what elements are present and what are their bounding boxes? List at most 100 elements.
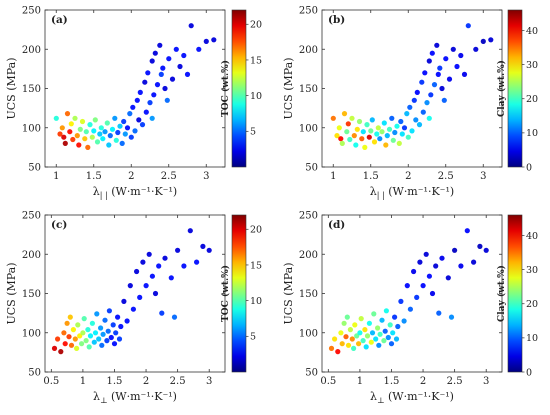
colorbar-tick-label: 10 bbox=[526, 128, 538, 139]
data-point bbox=[433, 263, 439, 269]
data-point bbox=[344, 129, 350, 135]
data-point bbox=[341, 111, 348, 117]
plot-area bbox=[322, 10, 502, 167]
colorbar-label: TOC (wt.%) bbox=[220, 60, 231, 117]
data-point bbox=[96, 336, 102, 342]
data-point bbox=[338, 136, 344, 142]
colorbar-tick-label: 0 bbox=[526, 367, 532, 378]
data-point bbox=[154, 82, 161, 88]
data-point bbox=[188, 23, 194, 29]
y-tick-label: 250 bbox=[22, 6, 41, 17]
colorbar-tick-label: 10 bbox=[250, 91, 262, 102]
data-point bbox=[160, 65, 166, 71]
colorbar-label: TOC (wt.%) bbox=[220, 265, 231, 322]
data-point bbox=[401, 318, 407, 324]
scatter-points bbox=[51, 228, 212, 355]
data-point bbox=[377, 331, 383, 337]
data-point bbox=[181, 263, 187, 269]
data-point bbox=[142, 79, 148, 85]
data-point bbox=[164, 97, 170, 103]
data-point bbox=[194, 259, 200, 265]
data-point bbox=[162, 85, 168, 92]
colorbar bbox=[231, 214, 247, 373]
x-tick-label: 1.5 bbox=[363, 171, 379, 182]
y-axis-label: UCS (MPa) bbox=[5, 57, 18, 119]
x-axis-label-subscript: | | bbox=[100, 191, 108, 200]
x-tick-label: 2.5 bbox=[438, 171, 454, 182]
data-point bbox=[347, 327, 353, 333]
data-point bbox=[111, 341, 118, 347]
data-point bbox=[100, 136, 106, 142]
x-axis-label-symbol: λ bbox=[93, 390, 100, 403]
y-axis-label: UCS (MPa) bbox=[282, 262, 295, 324]
data-point bbox=[429, 50, 435, 56]
data-point bbox=[94, 139, 101, 145]
data-point bbox=[411, 268, 417, 275]
data-point bbox=[139, 122, 146, 128]
data-point bbox=[57, 131, 63, 137]
data-point bbox=[414, 294, 420, 300]
data-point bbox=[122, 131, 128, 137]
data-point bbox=[401, 125, 408, 131]
data-point bbox=[106, 142, 112, 148]
x-tick-label: 1 bbox=[330, 171, 336, 182]
y-tick-label: 100 bbox=[22, 123, 41, 134]
data-point bbox=[352, 322, 358, 328]
data-point bbox=[115, 129, 121, 136]
data-point bbox=[356, 118, 363, 125]
x-tick-label: 1.5 bbox=[384, 376, 400, 387]
x-axis-label: λ| | (W·m⁻¹·K⁻¹) bbox=[370, 185, 454, 200]
data-point bbox=[377, 136, 383, 142]
data-point bbox=[411, 97, 417, 103]
data-point bbox=[483, 247, 489, 253]
data-point bbox=[416, 122, 423, 128]
data-point bbox=[407, 104, 413, 110]
data-point bbox=[200, 243, 206, 249]
y-tick-label: 200 bbox=[299, 45, 318, 56]
data-point bbox=[407, 306, 413, 312]
data-point bbox=[376, 342, 382, 348]
y-tick-label: 150 bbox=[299, 84, 318, 95]
x-axis-label-units: (W·m⁻¹·K⁻¹) bbox=[108, 390, 177, 403]
data-point bbox=[420, 283, 426, 289]
colorbar-tick-label: 0 bbox=[526, 162, 532, 173]
data-point bbox=[398, 118, 404, 125]
data-point bbox=[74, 345, 80, 351]
data-point bbox=[70, 327, 76, 333]
data-point bbox=[354, 126, 360, 132]
panel-a: 1 1.5 2 2.5 3 50 100 150 200 250 (a) UCS (MPa) λ| | … bbox=[5, 6, 262, 201]
data-point bbox=[458, 52, 464, 59]
data-point bbox=[359, 136, 365, 142]
data-point bbox=[354, 333, 360, 339]
x-axis-label-units: (W·m⁻¹·K⁻¹) bbox=[385, 390, 454, 403]
data-point bbox=[91, 339, 97, 345]
x-tick-label: 1 bbox=[80, 376, 86, 387]
data-point bbox=[349, 336, 355, 342]
data-point bbox=[339, 140, 345, 146]
data-point bbox=[82, 136, 88, 142]
data-point bbox=[206, 247, 212, 253]
y-tick-label: 200 bbox=[22, 250, 41, 261]
data-point bbox=[375, 325, 381, 331]
y-tick-label: 100 bbox=[299, 328, 318, 339]
panel-label: (a) bbox=[51, 14, 68, 26]
data-point bbox=[151, 92, 157, 98]
data-point bbox=[477, 243, 483, 249]
data-point bbox=[328, 345, 335, 351]
data-point bbox=[92, 117, 98, 123]
plot-area bbox=[322, 215, 502, 372]
data-point bbox=[85, 327, 91, 333]
data-point bbox=[181, 52, 187, 59]
data-point bbox=[104, 120, 110, 126]
data-point bbox=[357, 330, 363, 336]
data-point bbox=[364, 122, 370, 128]
plot-area bbox=[45, 10, 225, 167]
x-tick-label: 3 bbox=[203, 171, 209, 182]
data-point bbox=[374, 131, 380, 137]
data-point bbox=[362, 144, 368, 150]
x-axis-label-subscript: ⊥ bbox=[377, 396, 385, 405]
data-point bbox=[383, 308, 389, 314]
data-point bbox=[68, 121, 74, 127]
y-tick-label: 250 bbox=[299, 6, 318, 17]
data-point bbox=[149, 115, 155, 121]
